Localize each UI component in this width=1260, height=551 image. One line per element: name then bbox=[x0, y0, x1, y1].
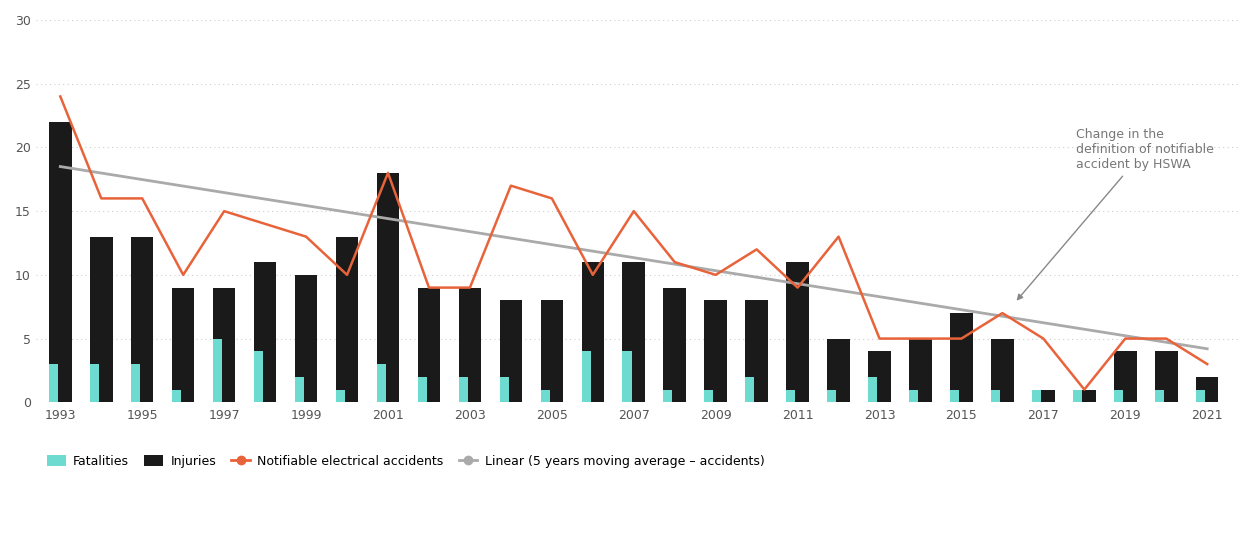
Bar bbox=[213, 288, 236, 402]
Bar bbox=[541, 300, 563, 402]
Bar bbox=[704, 300, 727, 402]
Bar bbox=[171, 288, 194, 402]
Bar bbox=[868, 377, 877, 402]
Bar bbox=[335, 236, 358, 402]
Bar bbox=[786, 262, 809, 402]
Bar bbox=[459, 377, 467, 402]
Bar bbox=[418, 377, 427, 402]
Bar bbox=[1032, 390, 1041, 402]
Bar bbox=[992, 390, 1000, 402]
Bar bbox=[89, 236, 112, 402]
Bar bbox=[664, 390, 673, 402]
Bar bbox=[664, 288, 685, 402]
Bar bbox=[89, 364, 100, 402]
Bar bbox=[1114, 352, 1137, 402]
Bar bbox=[1074, 390, 1082, 402]
Bar bbox=[868, 352, 891, 402]
Bar bbox=[295, 275, 318, 402]
Bar bbox=[295, 377, 304, 402]
Bar bbox=[253, 262, 276, 402]
Bar bbox=[622, 352, 631, 402]
Bar bbox=[459, 288, 481, 402]
Bar bbox=[49, 364, 58, 402]
Bar bbox=[910, 390, 919, 402]
Bar bbox=[786, 390, 795, 402]
Bar bbox=[131, 364, 140, 402]
Bar bbox=[1114, 390, 1123, 402]
Bar bbox=[910, 338, 931, 402]
Bar bbox=[992, 338, 1014, 402]
Bar bbox=[1155, 390, 1164, 402]
Bar bbox=[1196, 377, 1218, 402]
Bar bbox=[377, 364, 386, 402]
Bar bbox=[828, 338, 849, 402]
Bar bbox=[500, 300, 522, 402]
Bar bbox=[950, 390, 959, 402]
Bar bbox=[622, 262, 645, 402]
Bar bbox=[335, 390, 345, 402]
Bar bbox=[49, 122, 72, 402]
Text: Change in the
definition of notifiable
accident by HSWA: Change in the definition of notifiable a… bbox=[1018, 128, 1215, 300]
Bar bbox=[253, 352, 263, 402]
Bar bbox=[950, 313, 973, 402]
Bar bbox=[500, 377, 509, 402]
Bar bbox=[541, 390, 549, 402]
Bar bbox=[171, 390, 181, 402]
Bar bbox=[828, 390, 837, 402]
Bar bbox=[746, 300, 767, 402]
Bar bbox=[1155, 352, 1178, 402]
Bar bbox=[377, 173, 399, 402]
Bar bbox=[582, 352, 591, 402]
Bar bbox=[704, 390, 713, 402]
Bar bbox=[213, 338, 222, 402]
Bar bbox=[1032, 390, 1055, 402]
Bar bbox=[582, 262, 604, 402]
Bar bbox=[131, 236, 154, 402]
Legend: Fatalities, Injuries, Notifiable electrical accidents, Linear (5 years moving av: Fatalities, Injuries, Notifiable electri… bbox=[42, 450, 770, 473]
Bar bbox=[746, 377, 755, 402]
Bar bbox=[1074, 390, 1096, 402]
Bar bbox=[418, 288, 440, 402]
Bar bbox=[1196, 390, 1205, 402]
